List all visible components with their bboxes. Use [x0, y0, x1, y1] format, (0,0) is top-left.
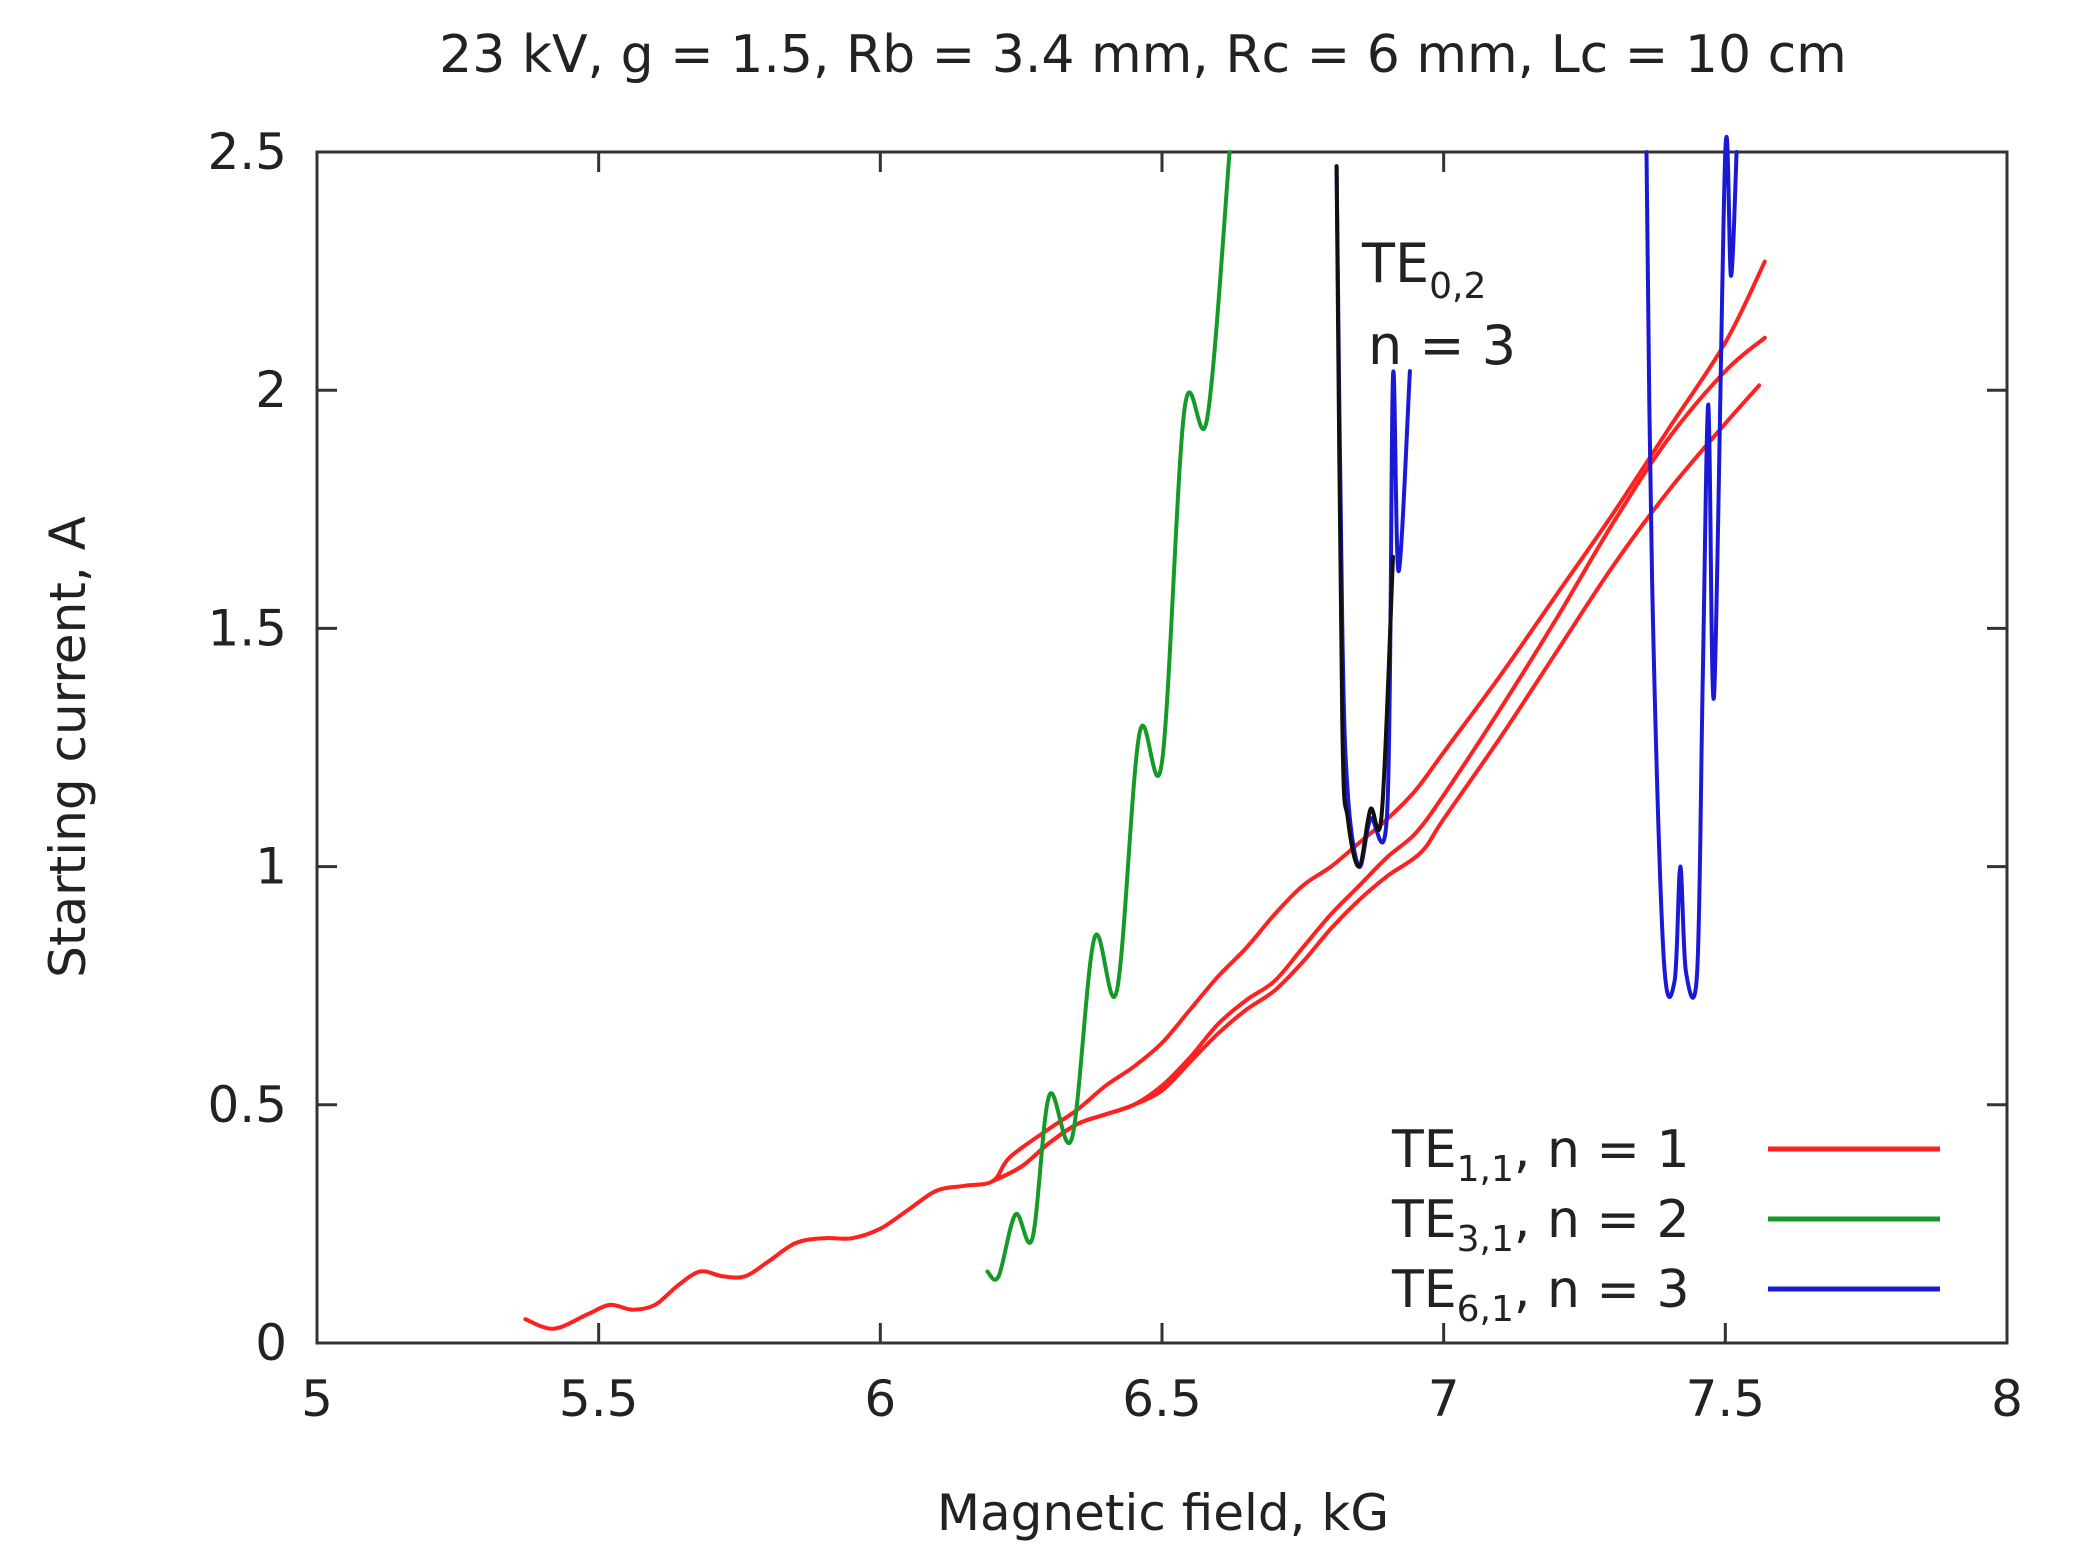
series-line-te02: [1334, 164, 1395, 869]
x-tick-label: 7: [1428, 1370, 1460, 1428]
x-tick-label: 6.5: [1122, 1370, 1202, 1428]
data-series: [523, 135, 1767, 1331]
legend-sub: 1,1: [1457, 1149, 1514, 1190]
series-line-te31: [985, 150, 1232, 1282]
x-tick-label: 7.5: [1686, 1370, 1766, 1428]
series-line-te61: [1644, 135, 1739, 1000]
y-tick-label: 0.5: [207, 1076, 287, 1134]
annotation-sub: 0,2: [1429, 266, 1486, 307]
legend-label-te31: TE3,1, n = 2: [1391, 1190, 1690, 1260]
legend-label-te61: TE6,1, n = 3: [1391, 1260, 1690, 1330]
legend-rest: , n = 2: [1514, 1190, 1690, 1250]
x-tick-label: 5: [301, 1370, 333, 1428]
series-line-te11: [523, 259, 1767, 1331]
annotation-harmonic: n = 3: [1368, 314, 1516, 377]
legend-base: TE: [1391, 1260, 1457, 1320]
x-tick-label: 8: [1991, 1370, 2023, 1428]
legend-rest: , n = 3: [1514, 1260, 1690, 1320]
series-line-te11: [991, 383, 1762, 1183]
legend-rest: , n = 1: [1514, 1120, 1690, 1180]
y-tick-label: 2.5: [207, 123, 287, 181]
annotation-te02: TE0,2 n = 3: [1361, 232, 1516, 377]
y-tick-label: 1: [255, 838, 287, 896]
legend-label-te11: TE1,1, n = 1: [1391, 1120, 1690, 1190]
legend-base: TE: [1391, 1190, 1457, 1250]
y-tick-label: 2: [255, 361, 287, 419]
annotation-base: TE: [1361, 232, 1429, 295]
y-tick-label: 0: [255, 1314, 287, 1372]
y-axis-label: Starting current, A: [39, 516, 97, 978]
chart-title: 23 kV, g = 1.5, Rb = 3.4 mm, Rc = 6 mm, …: [439, 25, 1847, 85]
axis-ticks: 5 5.5 6 6.5 7 7.5 8 0 0.5 1 1.5 2 2.5: [207, 123, 2022, 1428]
annotation-mode-label: TE0,2: [1361, 232, 1486, 307]
x-axis-label: Magnetic field, kG: [937, 1484, 1389, 1542]
legend-sub: 3,1: [1457, 1219, 1514, 1260]
x-tick-label: 5.5: [559, 1370, 639, 1428]
legend-base: TE: [1391, 1120, 1457, 1180]
legend-sub: 6,1: [1457, 1289, 1514, 1330]
x-tick-label: 6: [864, 1370, 896, 1428]
y-tick-label: 1.5: [207, 599, 287, 657]
